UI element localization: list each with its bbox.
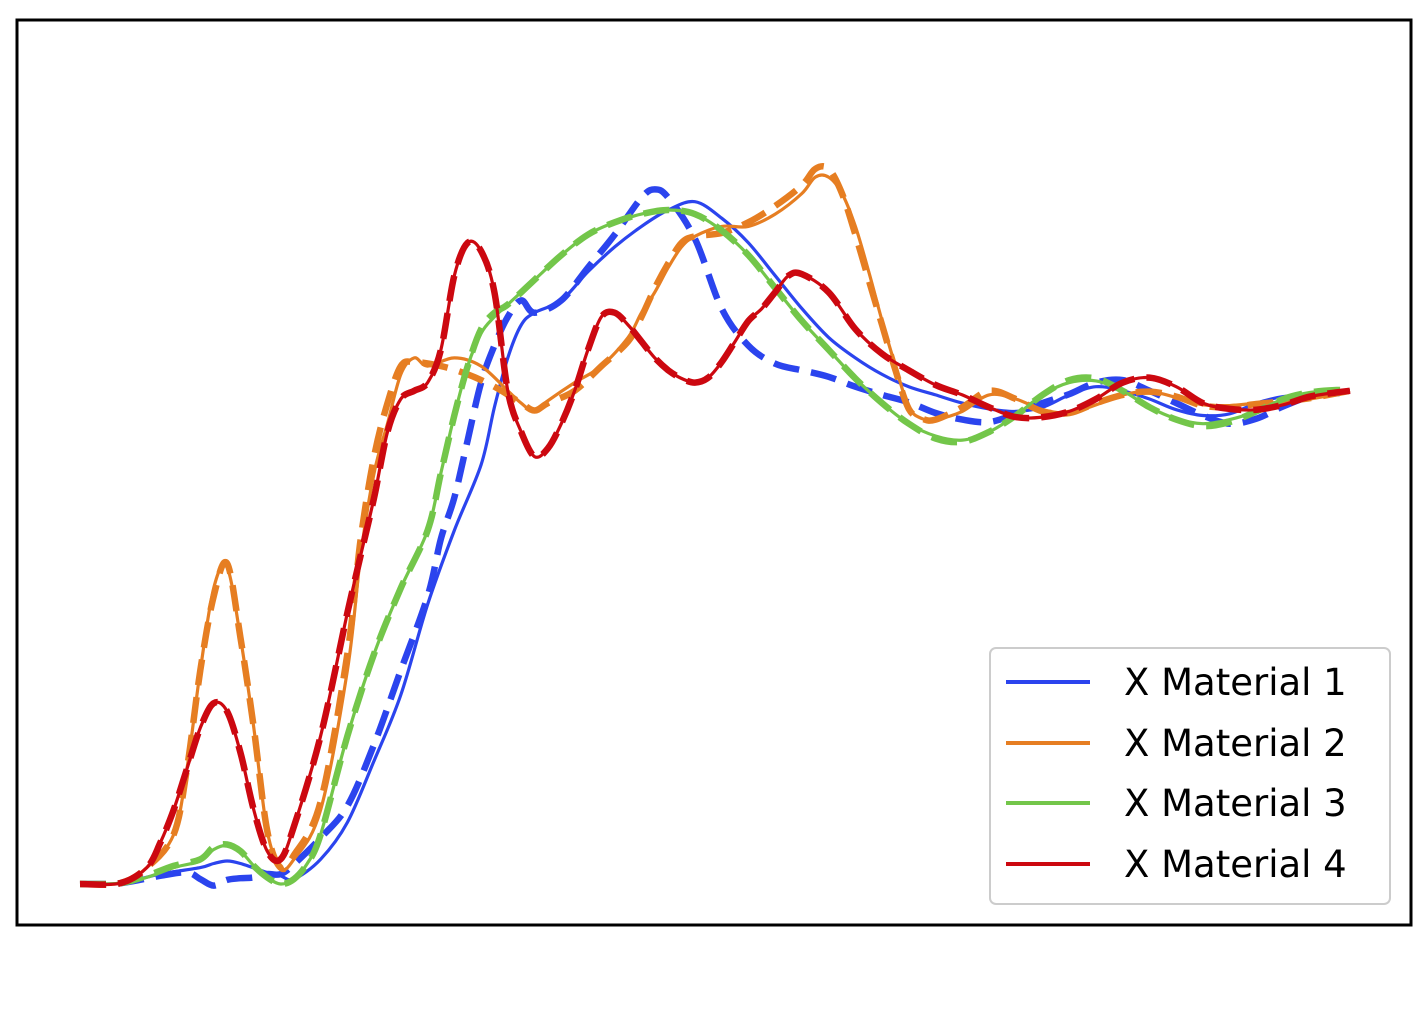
legend-label-material-1: X Material 1 xyxy=(1124,661,1347,704)
legend-box xyxy=(989,647,1391,905)
plot-frame xyxy=(15,18,1413,927)
legend: X Material 1 X Material 2 X Material 3 X… xyxy=(989,647,1391,905)
legend-label-material-4: X Material 4 xyxy=(1124,843,1347,886)
series-line-material-4-dashed xyxy=(79,237,1351,888)
series-line-material-1-dashed xyxy=(79,186,1351,889)
series-line-material-2-dashed xyxy=(79,163,1351,888)
plot-area xyxy=(79,163,1351,889)
legend-label-material-3: X Material 3 xyxy=(1124,782,1347,825)
legend-label-material-2: X Material 2 xyxy=(1124,722,1347,765)
